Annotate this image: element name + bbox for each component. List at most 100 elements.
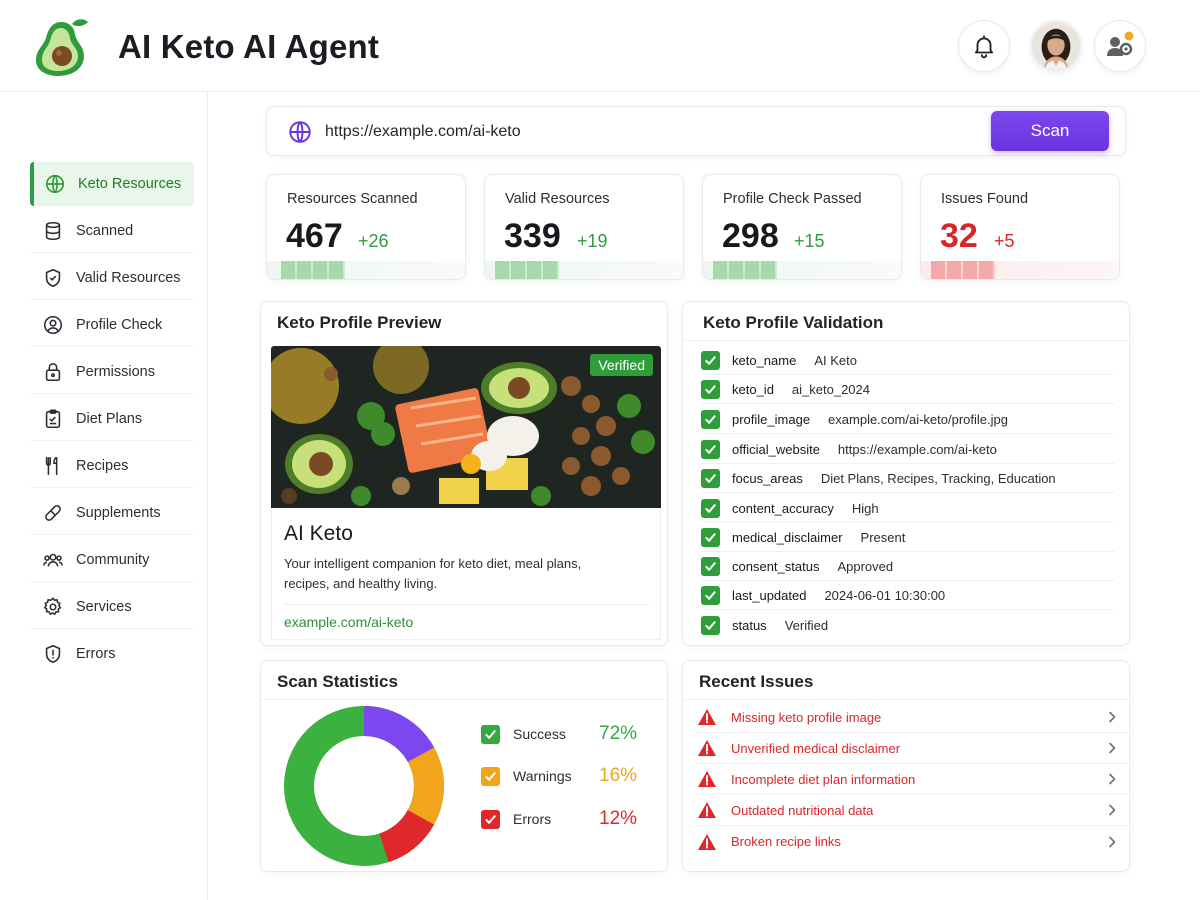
sidebar-item-supplements[interactable]: Supplements bbox=[30, 491, 194, 535]
warning-icon bbox=[697, 801, 717, 819]
app-header: AI Keto AI Agent bbox=[0, 0, 1200, 92]
validation-row: status Verified bbox=[701, 611, 1115, 640]
stat-delta: +15 bbox=[794, 231, 825, 251]
validation-value: High bbox=[851, 500, 879, 516]
stat-title: Profile Check Passed bbox=[723, 191, 862, 207]
sidebar-item-services[interactable]: Services bbox=[30, 585, 194, 629]
sidebar-item-community[interactable]: Community bbox=[30, 538, 194, 582]
globe-icon bbox=[289, 121, 311, 143]
validation-value: Present bbox=[860, 529, 906, 545]
donut-segment-warnings bbox=[284, 706, 444, 866]
keto-food-image: Verified bbox=[271, 346, 661, 508]
validation-value: Diet Plans, Recipes, Tracking, Education bbox=[820, 470, 1056, 486]
stat-sparkline bbox=[703, 261, 901, 279]
stat-value: 32 bbox=[940, 217, 978, 255]
validation-key: profile_image bbox=[732, 411, 811, 427]
sidebar-item-label: Services bbox=[76, 598, 132, 615]
validation-row: consent_status Approved bbox=[701, 552, 1115, 581]
stat-card-valid-resources: Valid Resources 339 +19 bbox=[484, 174, 684, 280]
check-icon bbox=[701, 379, 720, 399]
divider bbox=[683, 699, 1129, 700]
profile-link[interactable]: example.com/ai-keto bbox=[284, 614, 414, 630]
validation-value: Approved bbox=[837, 558, 894, 574]
keto-profile-validation-panel: Keto Profile Validation keto_name AI Keto… bbox=[682, 301, 1130, 646]
gear-icon bbox=[42, 596, 64, 618]
issue-row[interactable]: Outdated nutritional data bbox=[697, 795, 1129, 826]
sidebar-item-label: Supplements bbox=[76, 504, 161, 521]
chevron-right-icon bbox=[1109, 742, 1116, 754]
validation-value: https://example.com/ai-keto bbox=[837, 441, 997, 457]
stat-value: 298 bbox=[722, 217, 779, 255]
legend-label: Warnings bbox=[513, 768, 572, 784]
panel-title: Keto Profile Preview bbox=[277, 313, 442, 332]
validation-key: status bbox=[732, 618, 767, 633]
issue-row[interactable]: Unverified medical disclaimer bbox=[697, 733, 1129, 764]
validation-row: profile_image example.com/ai-keto/profile… bbox=[701, 405, 1115, 434]
panel-title: Keto Profile Validation bbox=[703, 313, 884, 332]
chevron-right-icon bbox=[1109, 711, 1116, 723]
validation-value: Verified bbox=[784, 618, 829, 633]
panel-title: Recent Issues bbox=[699, 672, 814, 691]
legend-errors: Errors 12% bbox=[481, 804, 641, 834]
sidebar-item-diet-plans[interactable]: Diet Plans bbox=[30, 397, 194, 441]
agent-status-button[interactable] bbox=[1094, 20, 1146, 72]
app-title: AI Keto AI Agent bbox=[118, 28, 380, 65]
divider bbox=[284, 604, 650, 605]
validation-key: consent_status bbox=[732, 558, 820, 574]
sidebar-item-valid-resources[interactable]: Valid Resources bbox=[30, 256, 194, 300]
legend-label: Errors bbox=[513, 811, 552, 827]
warning-icon bbox=[697, 770, 717, 788]
sidebar-item-keto-resources[interactable]: Keto Resources bbox=[30, 162, 194, 206]
recent-issues-panel: Recent Issues Missing keto profile image… bbox=[682, 660, 1130, 872]
sidebar-item-permissions[interactable]: Permissions bbox=[30, 350, 194, 394]
sidebar-item-recipes[interactable]: Recipes bbox=[30, 444, 194, 488]
stat-delta: +19 bbox=[577, 231, 608, 251]
donut-segment-purple bbox=[284, 706, 444, 866]
check-icon bbox=[481, 766, 500, 786]
stat-card-issues-found: Issues Found 32 +5 bbox=[920, 174, 1120, 280]
validation-key: keto_id bbox=[732, 381, 774, 397]
user-circle-icon bbox=[42, 314, 64, 336]
sidebar-item-label: Scanned bbox=[76, 222, 134, 239]
issue-row[interactable]: Incomplete diet plan information bbox=[697, 764, 1129, 795]
notifications-button[interactable] bbox=[958, 20, 1010, 72]
url-scan-bar: Scan bbox=[266, 106, 1126, 156]
clipboard-icon bbox=[42, 408, 64, 430]
stat-card-profile-check-passed: Profile Check Passed 298 +15 bbox=[702, 174, 902, 280]
validation-row: medical_disclaimer Present bbox=[701, 523, 1115, 552]
issue-row[interactable]: Missing keto profile image bbox=[697, 702, 1129, 733]
sidebar-item-scanned[interactable]: Scanned bbox=[30, 209, 194, 253]
check-icon bbox=[701, 468, 720, 488]
stat-delta: +5 bbox=[994, 231, 1015, 251]
legend-percent: 12% bbox=[599, 808, 638, 829]
warning-icon bbox=[697, 708, 717, 726]
sidebar-item-errors[interactable]: Errors bbox=[30, 632, 194, 676]
url-input[interactable] bbox=[325, 119, 925, 145]
check-icon bbox=[481, 809, 500, 829]
lock-icon bbox=[42, 361, 64, 383]
scan-statistics-donut bbox=[284, 706, 444, 866]
check-icon bbox=[701, 616, 720, 635]
profile-name: AI Keto bbox=[284, 522, 353, 545]
divider bbox=[683, 340, 1129, 341]
sidebar-item-profile-check[interactable]: Profile Check bbox=[30, 303, 194, 347]
sidebar-item-label: Recipes bbox=[76, 457, 129, 474]
stat-sparkline bbox=[921, 261, 1119, 279]
issue-text: Broken recipe links bbox=[731, 834, 841, 849]
alert-shield-icon bbox=[42, 643, 64, 665]
issue-row[interactable]: Broken recipe links bbox=[697, 826, 1129, 857]
divider bbox=[261, 699, 667, 700]
check-icon bbox=[481, 724, 500, 744]
scan-statistics-panel: Scan Statistics Success 72% Warnings 16%… bbox=[260, 660, 668, 872]
user-avatar[interactable] bbox=[1030, 20, 1082, 72]
pill-icon bbox=[42, 502, 64, 524]
scan-button[interactable]: Scan bbox=[991, 111, 1109, 151]
profile-description: Your intelligent companion for keto diet… bbox=[284, 556, 582, 591]
sidebar-item-label: Community bbox=[76, 551, 150, 568]
stat-delta: +26 bbox=[358, 231, 389, 251]
validation-row: keto_id ai_keto_2024 bbox=[701, 375, 1115, 404]
validation-value: AI Keto bbox=[814, 352, 857, 368]
sidebar: Keto Resources Scanned Valid Resources P… bbox=[0, 92, 208, 900]
profile-card: AI Keto Your intelligent companion for k… bbox=[271, 508, 661, 640]
validation-key: focus_areas bbox=[732, 470, 803, 486]
